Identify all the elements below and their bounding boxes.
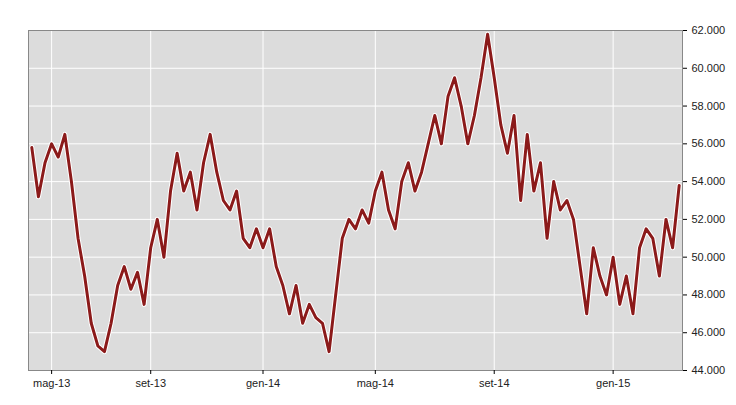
svg-text:48.000: 48.000 [692,288,726,300]
svg-text:set-13: set-13 [135,377,166,389]
svg-text:56.000: 56.000 [692,137,726,149]
svg-text:52.000: 52.000 [692,213,726,225]
svg-text:50.000: 50.000 [692,251,726,263]
svg-text:mag-13: mag-13 [33,377,70,389]
svg-text:62.000: 62.000 [692,24,726,36]
svg-text:44.000: 44.000 [692,364,726,376]
svg-text:mag-14: mag-14 [357,377,394,389]
svg-text:54.000: 54.000 [692,175,726,187]
svg-text:60.000: 60.000 [692,62,726,74]
svg-text:58.000: 58.000 [692,100,726,112]
svg-text:gen-14: gen-14 [246,377,280,389]
svg-text:gen-15: gen-15 [596,377,630,389]
svg-text:set-14: set-14 [479,377,510,389]
svg-text:46.000: 46.000 [692,326,726,338]
